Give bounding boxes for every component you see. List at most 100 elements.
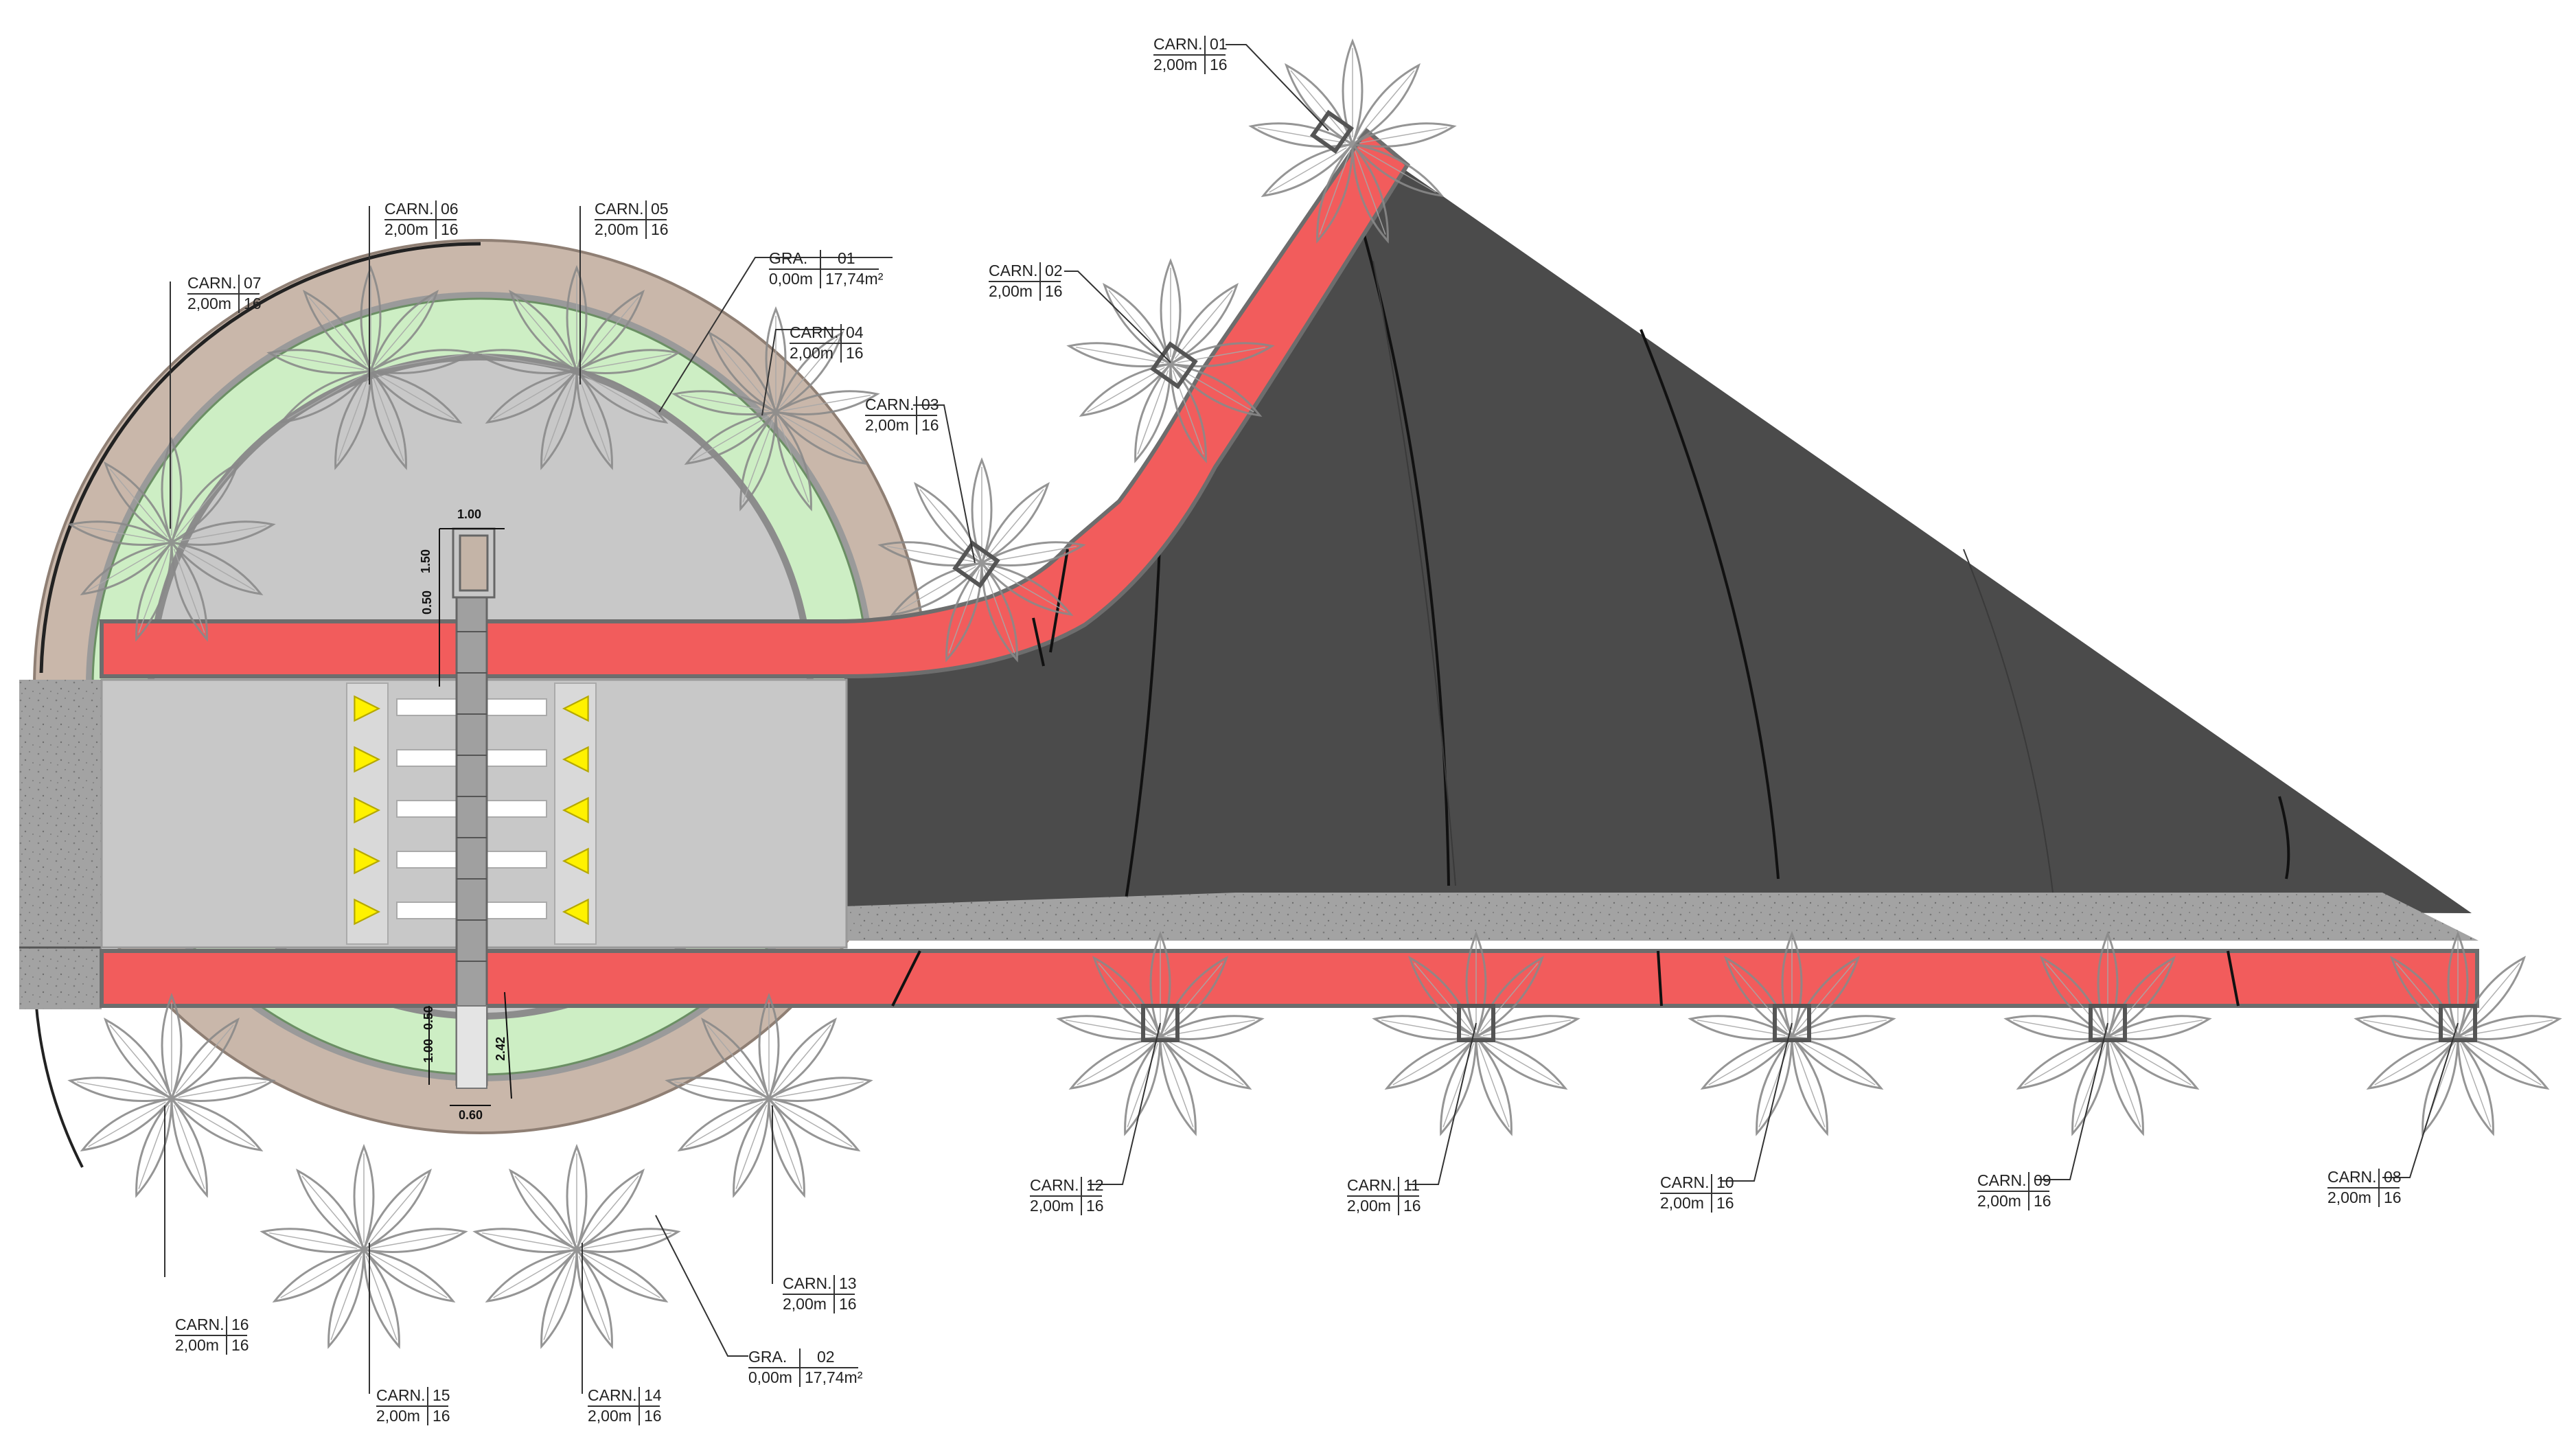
svg-text:16: 16	[644, 1407, 662, 1425]
svg-text:2,00m: 2,00m	[175, 1336, 219, 1354]
concrete-road-stub	[19, 680, 102, 1009]
svg-text:0,00m: 0,00m	[769, 270, 813, 288]
svg-text:02: 02	[817, 1348, 835, 1366]
dim-ramp-total-bottom: 2.42	[494, 1037, 507, 1061]
dimension-lines	[428, 528, 512, 1106]
svg-text:17,74m²: 17,74m²	[825, 270, 884, 288]
svg-text:16: 16	[244, 295, 262, 312]
svg-text:CARN.: CARN.	[1030, 1176, 1079, 1194]
svg-text:CARN.: CARN.	[865, 395, 915, 413]
tree-icon	[260, 1145, 468, 1351]
svg-text:07: 07	[244, 274, 262, 292]
svg-text:16: 16	[846, 344, 864, 362]
svg-text:17,74m²: 17,74m²	[805, 1368, 863, 1386]
svg-text:2,00m: 2,00m	[865, 416, 909, 434]
svg-text:2,00m: 2,00m	[2327, 1189, 2371, 1206]
svg-text:CARN.: CARN.	[595, 200, 644, 218]
svg-text:CARN.: CARN.	[1347, 1176, 1396, 1194]
tag-carn-07: CARN. 07 2,00m 16	[187, 274, 262, 313]
svg-text:GRA.: GRA.	[748, 1348, 787, 1366]
tag-carn-15: CARN. 15 2,00m 16	[376, 1386, 450, 1425]
svg-text:05: 05	[651, 200, 669, 218]
dim-ramp-length-bottom: 1.00	[422, 1039, 435, 1063]
svg-text:16: 16	[1086, 1197, 1104, 1215]
svg-text:16: 16	[433, 1407, 450, 1425]
svg-text:01: 01	[838, 249, 855, 267]
tag-carn-12: CARN. 12 2,00m 16	[1030, 1176, 1104, 1215]
tree-icon	[472, 1145, 681, 1351]
dim-ramp-length-top: 1.50	[419, 549, 433, 573]
svg-text:16: 16	[1716, 1194, 1734, 1212]
asphalt-faint-lines	[1372, 260, 2054, 893]
svg-text:09: 09	[2034, 1171, 2051, 1189]
tag-gra-01: GRA. 01 0,00m 17,74m²	[769, 249, 884, 288]
tag-group: CARN. 01 2,00m 16 CARN. 02 2,00m 16 CARN…	[175, 35, 2402, 1425]
svg-text:16: 16	[2384, 1189, 2402, 1206]
svg-text:CARN.: CARN.	[2327, 1168, 2377, 1186]
svg-text:16: 16	[231, 1316, 249, 1333]
svg-text:13: 13	[839, 1274, 857, 1292]
tag-carn-13: CARN. 13 2,00m 16	[783, 1274, 857, 1313]
svg-text:12: 12	[1086, 1176, 1104, 1194]
accessible-ramp	[452, 527, 496, 1089]
tag-carn-09: CARN. 09 2,00m 16	[1977, 1171, 2051, 1210]
svg-text:CARN.: CARN.	[989, 262, 1038, 279]
svg-text:04: 04	[846, 323, 864, 341]
svg-text:11: 11	[1403, 1176, 1420, 1194]
svg-text:03: 03	[921, 395, 939, 413]
roundabout-edge-line	[39, 242, 481, 674]
svg-text:16: 16	[1403, 1197, 1421, 1215]
tag-carn-10: CARN. 10 2,00m 16	[1660, 1173, 1734, 1213]
tag-carn-04: CARN. 04 2,00m 16	[790, 323, 864, 363]
svg-text:16: 16	[2034, 1192, 2051, 1210]
tag-gra-02: GRA. 02 0,00m 17,74m²	[748, 1348, 863, 1387]
svg-text:16: 16	[921, 416, 939, 434]
svg-text:08: 08	[2384, 1168, 2402, 1186]
svg-text:15: 15	[433, 1386, 450, 1404]
tag-carn-11: CARN. 11 2,00m 16	[1347, 1176, 1421, 1215]
svg-text:CARN.: CARN.	[1153, 35, 1203, 53]
svg-text:2,00m: 2,00m	[989, 282, 1033, 300]
tag-carn-05: CARN. 05 2,00m 16	[595, 200, 669, 239]
svg-text:16: 16	[1210, 56, 1228, 73]
svg-text:2,00m: 2,00m	[588, 1407, 632, 1425]
tag-carn-01: CARN. 01 2,00m 16	[1153, 35, 1228, 74]
svg-text:2,00m: 2,00m	[1977, 1192, 2021, 1210]
svg-text:CARN.: CARN.	[790, 323, 839, 341]
svg-text:16: 16	[231, 1336, 249, 1354]
svg-text:2,00m: 2,00m	[595, 220, 639, 238]
svg-text:2,00m: 2,00m	[1347, 1197, 1391, 1215]
dim-ramp-width-top: 1.00	[457, 507, 481, 521]
svg-text:01: 01	[1210, 35, 1228, 53]
svg-text:16: 16	[839, 1295, 857, 1313]
svg-text:16: 16	[1045, 282, 1063, 300]
svg-text:2,00m: 2,00m	[384, 220, 428, 238]
svg-text:GRA.: GRA.	[769, 249, 807, 267]
tag-carn-14: CARN. 14 2,00m 16	[588, 1386, 662, 1425]
svg-text:CARN.: CARN.	[376, 1386, 426, 1404]
concrete-strip-road-edge	[844, 893, 2479, 941]
svg-text:06: 06	[441, 200, 459, 218]
svg-text:2,00m: 2,00m	[376, 1407, 420, 1425]
svg-text:16: 16	[441, 220, 459, 238]
svg-text:CARN.: CARN.	[175, 1316, 225, 1333]
svg-text:16: 16	[651, 220, 669, 238]
tree-pits	[952, 109, 2477, 1042]
tag-carn-03: CARN. 03 2,00m 16	[865, 395, 939, 435]
svg-text:CARN.: CARN.	[384, 200, 434, 218]
svg-text:2,00m: 2,00m	[1153, 56, 1197, 73]
dim-ramp-gap-bottom: 0.50	[422, 1006, 435, 1030]
svg-text:CARN.: CARN.	[783, 1274, 832, 1292]
svg-text:2,00m: 2,00m	[187, 295, 231, 312]
svg-text:2,00m: 2,00m	[1660, 1194, 1704, 1212]
svg-text:2,00m: 2,00m	[790, 344, 833, 362]
svg-text:10: 10	[1716, 1173, 1734, 1191]
tag-carn-02: CARN. 02 2,00m 16	[989, 262, 1063, 301]
tag-carn-16: CARN. 16 2,00m 16	[175, 1316, 249, 1355]
svg-text:CARN.: CARN.	[187, 274, 237, 292]
svg-text:2,00m: 2,00m	[1030, 1197, 1074, 1215]
svg-text:CARN.: CARN.	[1660, 1173, 1710, 1191]
svg-text:CARN.: CARN.	[1977, 1171, 2027, 1189]
tag-carn-08: CARN. 08 2,00m 16	[2327, 1168, 2402, 1207]
